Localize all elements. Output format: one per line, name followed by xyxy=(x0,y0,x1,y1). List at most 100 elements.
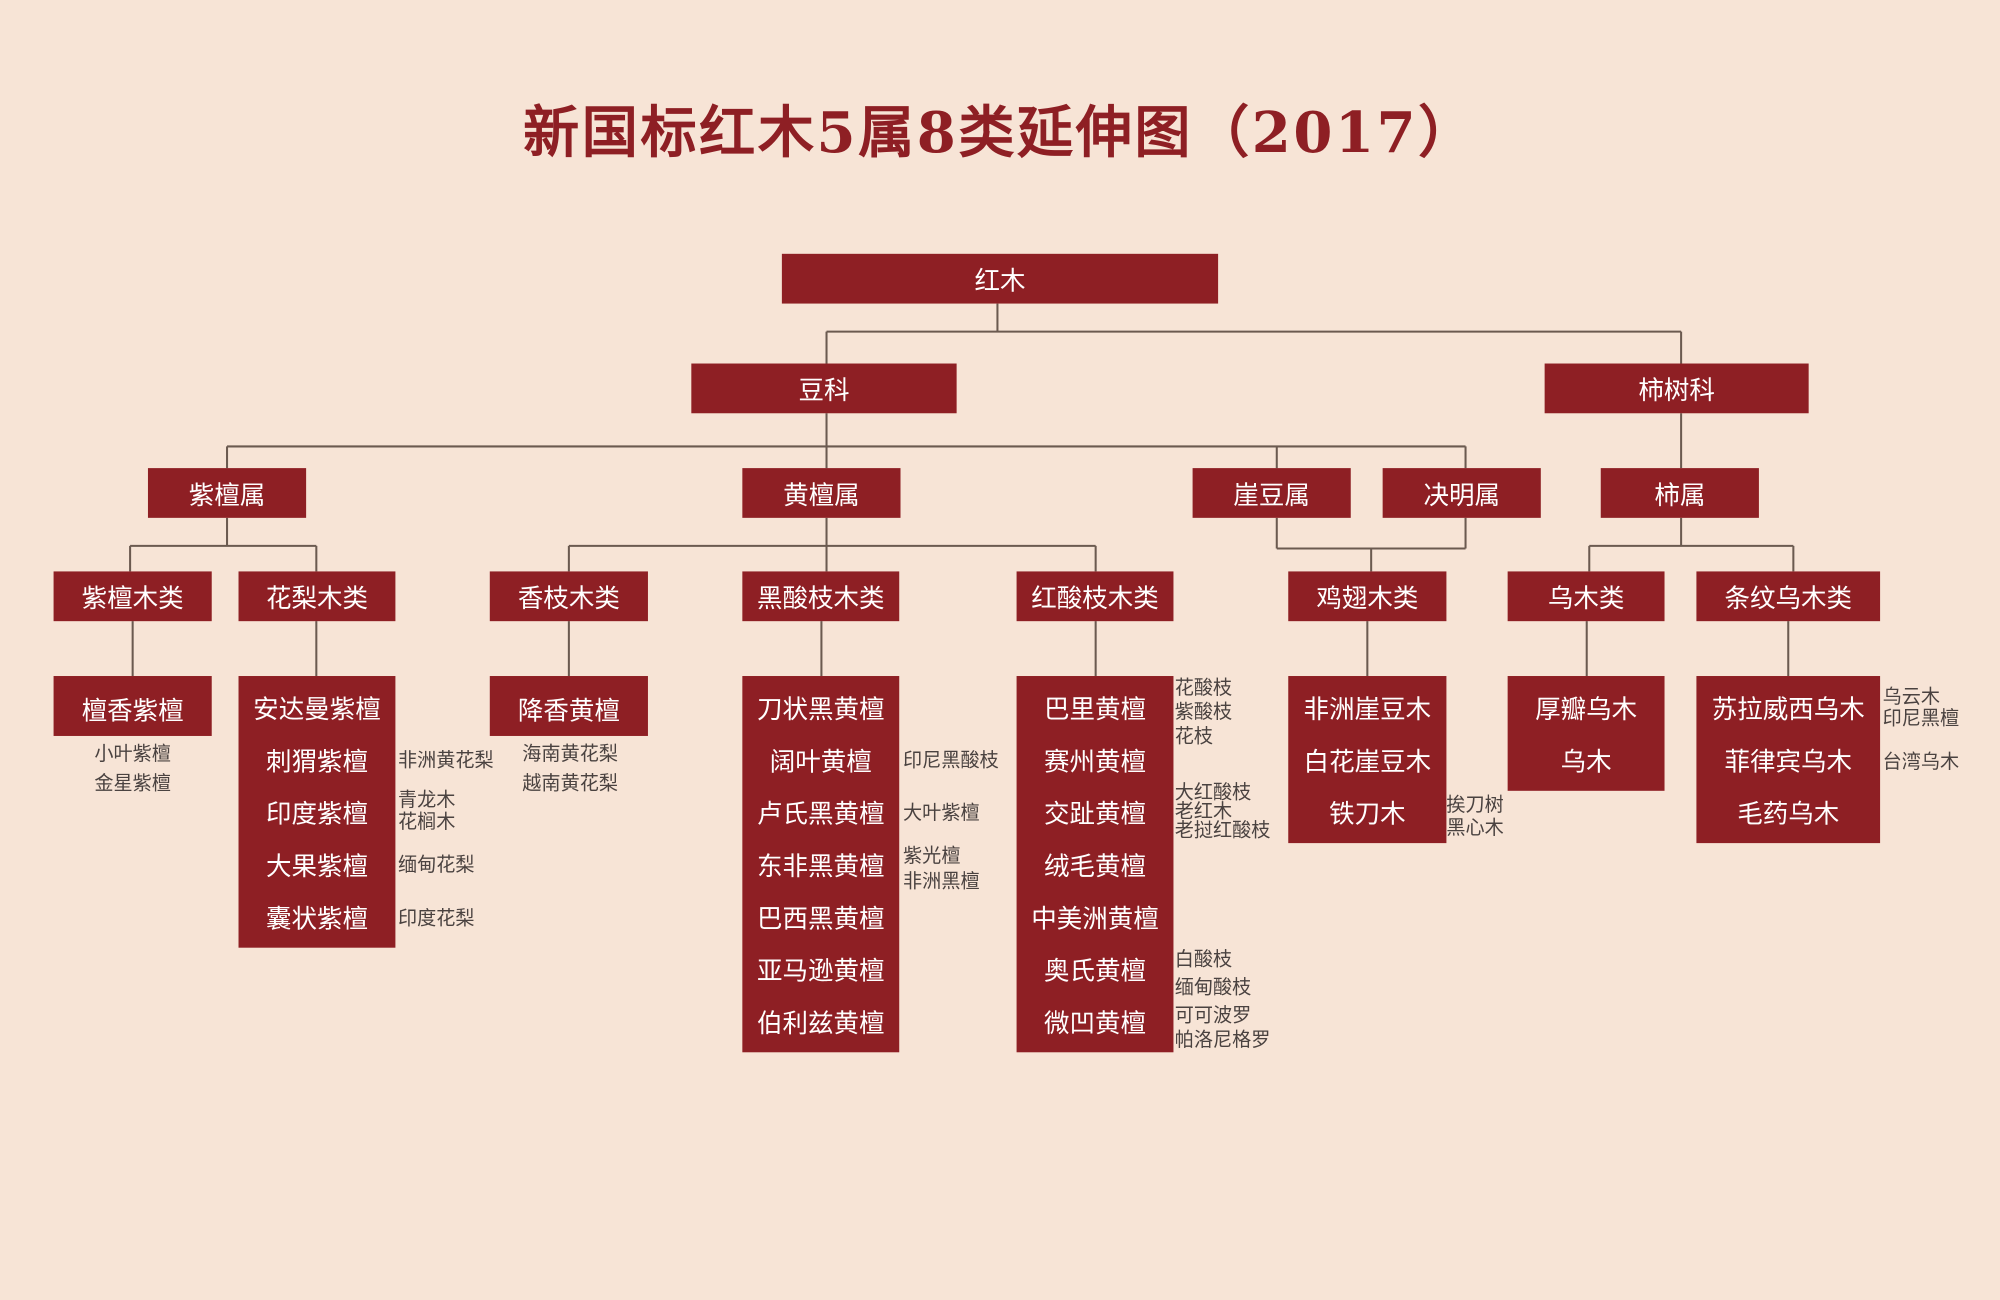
species-item: 印度紫檀 xyxy=(265,798,368,830)
alias-note: 大红酸枝 老红木 老挝红酸枝 xyxy=(1175,783,1271,840)
alias-note: 挨刀树 黑心木 xyxy=(1446,793,1503,839)
species-item: 厚瓣乌木 xyxy=(1535,693,1638,725)
species-item: 伯利兹黄檀 xyxy=(757,1007,885,1039)
connector-species xyxy=(131,621,1790,677)
connector-pterocarpus xyxy=(129,517,318,572)
alias-name: 紫光檀 xyxy=(903,844,961,868)
alias-name: 青龙木 xyxy=(397,788,456,812)
connector-dalbergia xyxy=(567,517,1097,572)
alias-note: 花酸枝 紫酸枝 花枝 xyxy=(1175,676,1232,749)
genus-node: 紫檀属 xyxy=(147,468,307,518)
species-item: 菲律宾乌木 xyxy=(1724,746,1853,777)
species-item: 微凹黄檀 xyxy=(1043,1007,1147,1039)
species-group: 巴里黄檀 赛州黄檀 交趾黄檀 绒毛黄檀 中美洲黄檀 奥氏黄檀 微凹黄檀 xyxy=(1016,676,1174,1053)
class-node: 紫檀木类 xyxy=(53,571,212,622)
alias-name: 挨刀树 xyxy=(1446,793,1504,817)
alias-name: 花酸枝 xyxy=(1174,676,1233,699)
class-node: 鸡翅木类 xyxy=(1288,571,1447,622)
root-node: 红木 xyxy=(781,253,1219,304)
alias-name: 大叶紫檀 xyxy=(903,801,980,824)
alias-note: 乌云木 印尼黑檀 xyxy=(1883,686,1960,729)
alias-name: 金星紫檀 xyxy=(94,771,171,795)
species-item: 非洲崖豆木 xyxy=(1303,693,1432,725)
species-item: 囊状紫檀 xyxy=(265,903,368,934)
connector-millettia-cassia xyxy=(1275,517,1467,572)
species-item: 安达曼紫檀 xyxy=(253,693,381,725)
species-item: 卢氏黑黄檀 xyxy=(757,798,885,830)
alias-name: 非洲黑檀 xyxy=(903,869,980,893)
genus-node: 崖豆属 xyxy=(1192,468,1351,518)
alias-name: 印尼黑檀 xyxy=(1882,706,1960,730)
species-item: 绒毛黄檀 xyxy=(1043,850,1147,882)
alias-note: 印度花梨 xyxy=(398,908,475,928)
alias-name: 小叶紫檀 xyxy=(94,742,171,766)
class-node: 香枝木类 xyxy=(489,571,648,622)
alias-note: 小叶紫檀 金星紫檀 xyxy=(56,740,209,799)
species-group: 非洲崖豆木白花崖豆木铁刀木 xyxy=(1288,676,1447,844)
alias-name: 老挝红酸枝 xyxy=(1174,818,1271,842)
alias-name: 花榈木 xyxy=(397,809,456,833)
alias-note: 可可波罗 帕洛尼格罗 xyxy=(1175,1004,1271,1052)
species-group: 安达曼紫檀刺猬紫檀印度紫檀大果紫檀囊状紫檀 xyxy=(238,676,396,948)
species-item: 降香黄檀 xyxy=(517,695,620,726)
class-node: 黑酸枝木类 xyxy=(742,571,900,622)
alias-name: 大红酸枝 xyxy=(1174,780,1252,804)
alias-name: 印尼黑酸枝 xyxy=(903,748,999,772)
alias-name: 乌云木 xyxy=(1882,684,1941,708)
species-item: 东非黑黄檀 xyxy=(757,850,885,882)
species-group: 刀状黑黄檀阔叶黄檀卢氏黑黄檀东非黑黄檀巴西黑黄檀亚马逊黄檀伯利兹黄檀 xyxy=(742,676,900,1053)
genus-node: 柿属 xyxy=(1600,468,1759,518)
alias-name: 帕洛尼格罗 xyxy=(1174,1028,1271,1052)
alias-name: 海南黄花梨 xyxy=(522,742,618,766)
alias-note: 青龙木 花榈木 xyxy=(397,788,456,833)
alias-name: 白酸枝 xyxy=(1174,947,1233,971)
alias-name: 可可波罗 xyxy=(1174,1003,1252,1027)
species-item: 交趾黄檀 xyxy=(1043,798,1147,830)
genus-node: 决明属 xyxy=(1382,468,1541,518)
genus-node: 黄檀属 xyxy=(742,468,901,518)
alias-name: 黑心木 xyxy=(1446,816,1504,840)
species-item: 亚马逊黄檀 xyxy=(757,955,885,986)
species-item: 刀状黑黄檀 xyxy=(757,693,885,725)
alias-note: 海南黄花梨越南黄花梨 xyxy=(494,740,647,799)
class-node: 条纹乌木类 xyxy=(1696,571,1881,622)
alias-name: 越南黄花梨 xyxy=(522,771,618,795)
species-item: 巴西黑黄檀 xyxy=(757,903,885,934)
species-item: 铁刀木 xyxy=(1329,798,1406,830)
alias-name: 老红木 xyxy=(1174,799,1233,823)
alias-name: 紫酸枝 xyxy=(1174,700,1233,724)
class-node: 乌木类 xyxy=(1507,571,1665,622)
diagram-title: 新国标红木5属8类延伸图（2017） xyxy=(523,100,1477,166)
alias-note: 印尼黑酸枝 xyxy=(903,750,999,770)
species-item: 乌木 xyxy=(1560,746,1612,777)
connector-root xyxy=(825,303,1683,364)
alias-note: 白酸枝 缅甸酸枝 xyxy=(1175,945,1252,1001)
species-item: 大果紫檀 xyxy=(265,850,368,882)
class-node: 花梨木类 xyxy=(238,571,396,622)
species-group: 苏拉威西乌木 菲律宾乌木 毛药乌木 xyxy=(1696,676,1881,844)
alias-note: 大叶紫檀 xyxy=(903,802,980,822)
species-item: 苏拉威西乌木 xyxy=(1711,693,1865,725)
alias-name: 印度花梨 xyxy=(397,906,475,930)
species-item: 白花崖豆木 xyxy=(1303,746,1432,777)
family-node: 豆科 xyxy=(691,363,957,414)
connector-legume xyxy=(226,413,1467,469)
alias-note: 缅甸花梨 xyxy=(398,855,475,875)
species-item: 檀香紫檀 xyxy=(81,695,184,726)
species-item: 阔叶黄檀 xyxy=(769,746,872,777)
alias-note: 台湾乌木 xyxy=(1883,751,1960,771)
alias-note: 非洲黄花梨 xyxy=(398,750,494,770)
connector-diospyros xyxy=(1588,517,1795,572)
species-group: 檀香紫檀 xyxy=(53,676,212,736)
class-node: 红酸枝木类 xyxy=(1016,571,1174,622)
species-item: 赛州黄檀 xyxy=(1043,746,1147,777)
species-group: 厚瓣乌木 乌木 xyxy=(1507,676,1665,791)
alias-name: 花枝 xyxy=(1174,724,1214,748)
alias-note: 紫光檀 非洲黑檀 xyxy=(903,843,980,894)
species-item: 中美洲黄檀 xyxy=(1031,903,1159,934)
species-item: 刺猬紫檀 xyxy=(265,746,368,777)
family-node: 柿树科 xyxy=(1544,363,1809,414)
alias-name: 非洲黄花梨 xyxy=(397,748,494,772)
